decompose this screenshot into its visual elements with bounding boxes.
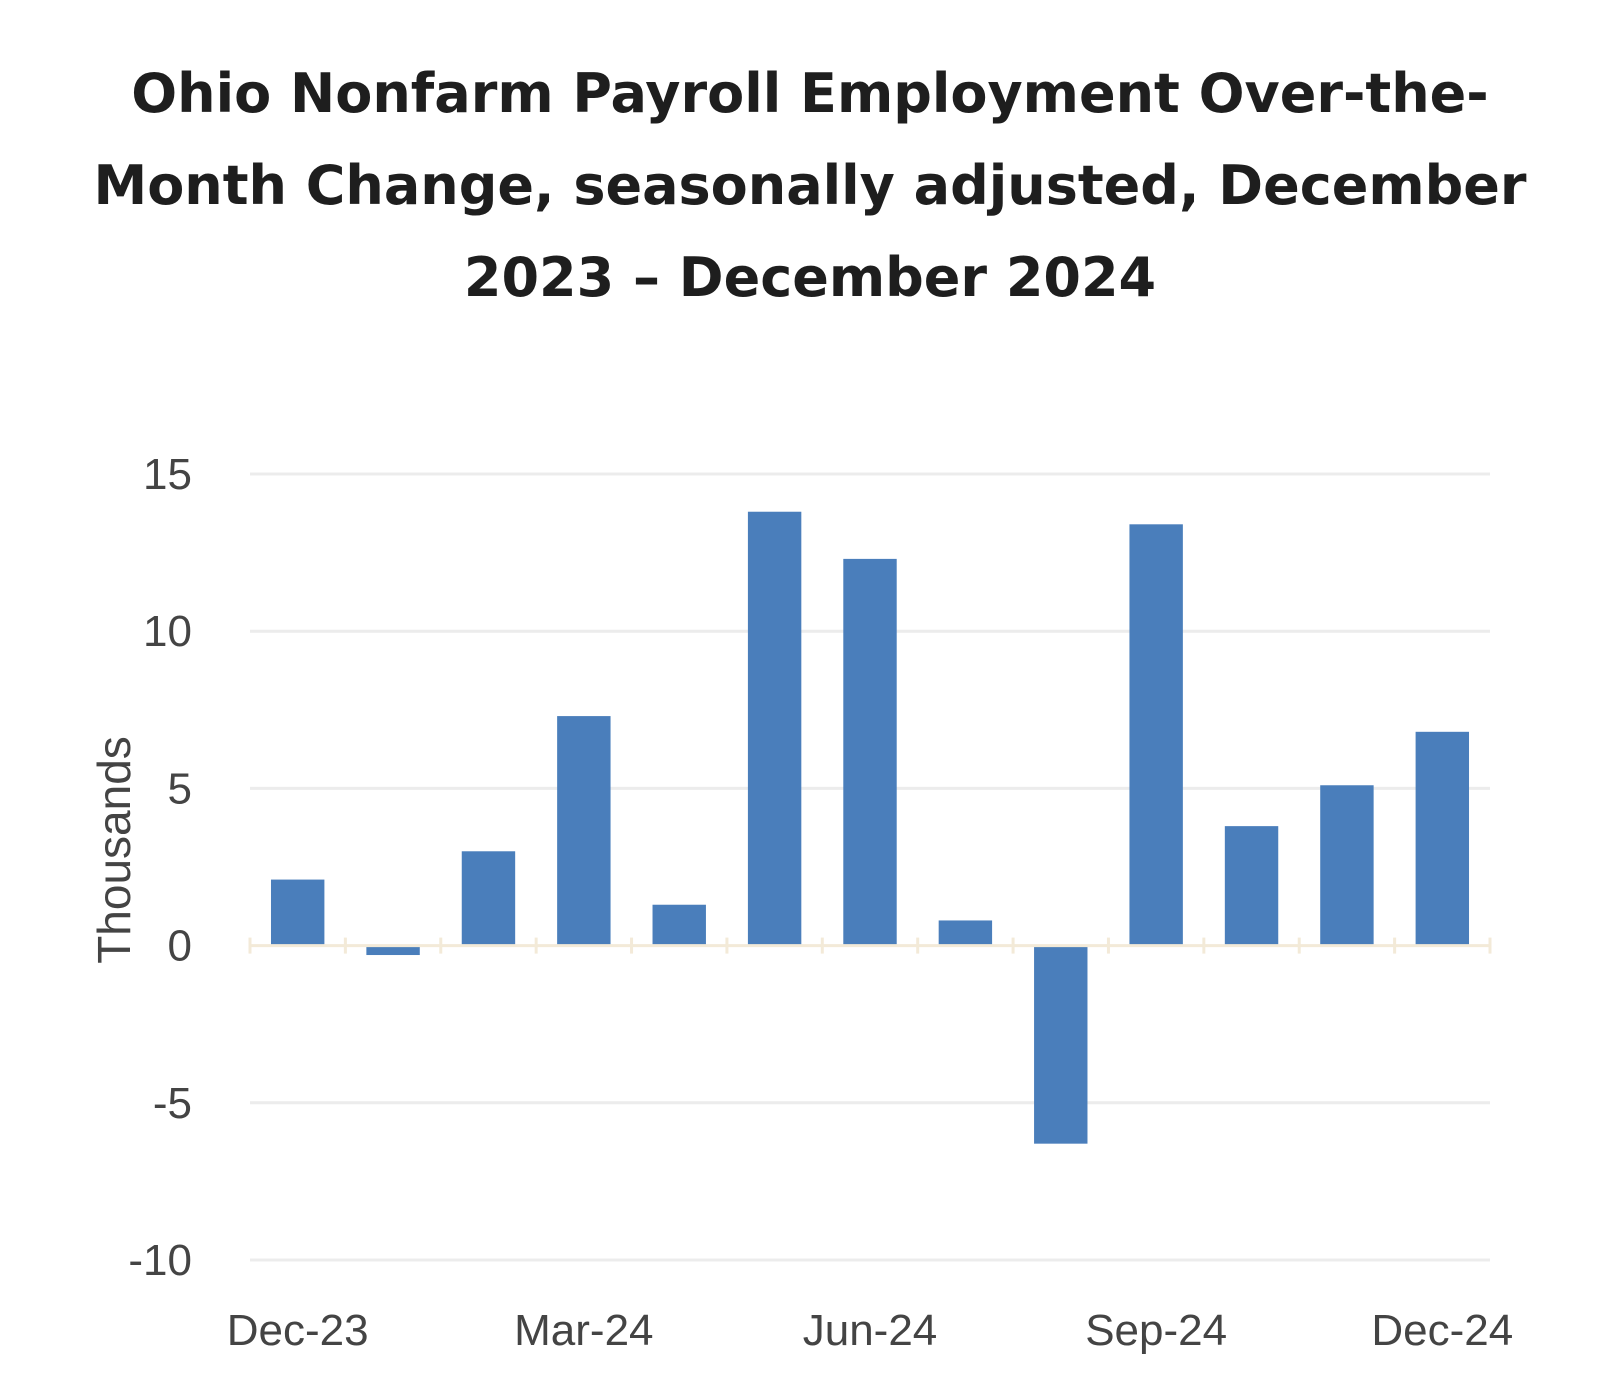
y-axis-title: Thousands	[88, 736, 140, 964]
bar	[843, 558, 897, 946]
bar	[366, 945, 420, 956]
bar	[270, 879, 325, 946]
bars	[270, 511, 1470, 1144]
x-tick-label: Mar-24	[514, 1306, 653, 1355]
zero-axis	[248, 937, 1492, 954]
y-tick-label: -10	[128, 1236, 192, 1285]
bar	[938, 920, 993, 946]
bar	[1320, 785, 1374, 946]
y-tick-label: 5	[168, 764, 192, 813]
bar	[1224, 826, 1279, 946]
x-tick-label: Jun-24	[803, 1306, 938, 1355]
y-tick-label: 0	[168, 922, 192, 971]
y-tick-label: 15	[143, 450, 192, 499]
y-tick-label: 10	[143, 607, 192, 656]
y-axis-ticks: -10 -5 0 5 10 15	[128, 450, 192, 1285]
y-tick-label: -5	[153, 1079, 192, 1128]
bar	[1034, 945, 1088, 1144]
bar	[1129, 524, 1183, 946]
chart-title: Ohio Nonfarm Payroll Employment Over-the…	[93, 62, 1527, 309]
bar	[652, 904, 706, 946]
x-tick-label: Dec-23	[227, 1306, 369, 1355]
x-tick-label: Dec-24	[1371, 1306, 1513, 1355]
bar	[1415, 731, 1470, 946]
bar	[747, 511, 802, 946]
bar	[461, 851, 516, 946]
x-tick-label: Sep-24	[1085, 1306, 1227, 1355]
x-axis-ticks: Dec-23 Mar-24 Jun-24 Sep-24 Dec-24	[227, 1306, 1513, 1355]
bar	[557, 716, 611, 946]
